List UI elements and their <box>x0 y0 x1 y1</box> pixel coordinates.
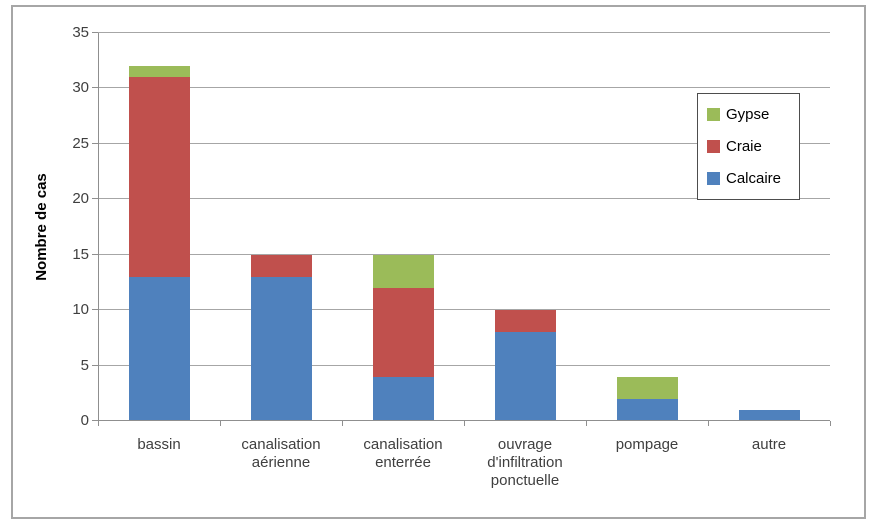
y-axis-tick-label: 15 <box>72 245 89 263</box>
legend-item: Gypse <box>707 106 799 123</box>
x-axis-line <box>98 420 830 421</box>
y-axis-title: Nombre de cas <box>33 173 50 281</box>
x-axis-tick <box>708 421 709 426</box>
bar-segment-craie-2 <box>372 288 434 377</box>
x-axis-tick <box>342 421 343 426</box>
y-axis-tick <box>92 309 98 311</box>
y-axis-tick <box>92 420 98 421</box>
y-axis-tick-label: 30 <box>72 79 89 97</box>
x-axis-tick <box>98 421 99 426</box>
legend: Gypse Craie Calcaire <box>697 93 800 200</box>
bar-segment-calcaire-2 <box>372 376 434 421</box>
legend-item: Craie <box>707 138 799 155</box>
x-axis-tick <box>586 421 587 426</box>
bar-segment-gypse-2 <box>372 254 434 288</box>
bar-segment-calcaire-5 <box>738 409 800 421</box>
x-axis-tick <box>464 421 465 426</box>
x-axis-category-label: bassin <box>137 436 181 453</box>
gridline <box>98 32 830 33</box>
y-axis-tick <box>92 32 98 33</box>
y-axis-tick-label: 35 <box>72 24 89 41</box>
gridline <box>98 198 830 200</box>
gridline <box>98 364 830 366</box>
bar-segment-calcaire-0 <box>128 276 190 421</box>
x-axis-tick <box>220 421 221 426</box>
legend-swatch-calcaire <box>707 171 720 185</box>
bar-segment-craie-0 <box>128 77 190 277</box>
y-axis-tick <box>92 142 98 144</box>
x-axis-category-label: ouvrage d'infiltration ponctuelle <box>487 436 563 489</box>
chart-frame: Nombre de cas 0 5 10 15 20 25 30 35 bassin canal… <box>11 5 866 519</box>
y-axis-tick <box>92 253 98 255</box>
legend-swatch-gypse <box>707 108 720 122</box>
y-axis-tick-label: 5 <box>80 356 89 374</box>
gridline <box>98 253 830 255</box>
x-axis-category-label: autre <box>751 436 787 453</box>
bar-segment-calcaire-4 <box>616 398 678 421</box>
x-axis-category-label: canalisation enterrée <box>363 436 443 471</box>
y-axis-tick-label: 20 <box>72 190 89 208</box>
x-axis-category-label: canalisation aérienne <box>241 436 321 471</box>
legend-item-label: Gypse <box>726 106 770 124</box>
bar-segment-craie-1 <box>250 254 312 277</box>
bar-segment-calcaire-1 <box>250 276 312 421</box>
y-axis-tick-label: 10 <box>72 301 89 319</box>
y-axis-tick <box>92 364 98 366</box>
y-axis-tick <box>92 198 98 200</box>
bar-segment-calcaire-3 <box>494 332 556 421</box>
x-axis-tick <box>830 421 831 426</box>
bar-segment-craie-3 <box>494 310 556 333</box>
plot-area <box>92 32 831 426</box>
legend-swatch-craie <box>707 139 720 153</box>
legend-item: Calcaire <box>707 170 799 187</box>
gridline <box>98 309 830 311</box>
x-axis-category-label: pompage <box>615 436 679 453</box>
y-axis-line <box>98 33 99 421</box>
y-axis-tick <box>92 87 98 89</box>
y-axis-tick-label: 0 <box>80 412 89 429</box>
legend-item-label: Calcaire <box>726 169 782 187</box>
legend-item-label: Craie <box>726 137 762 155</box>
bar-segment-gypse-4 <box>616 376 678 399</box>
gridline <box>98 142 830 144</box>
gridline <box>98 87 830 89</box>
y-axis-tick-label: 25 <box>72 134 89 152</box>
bar-segment-gypse-0 <box>128 66 190 78</box>
